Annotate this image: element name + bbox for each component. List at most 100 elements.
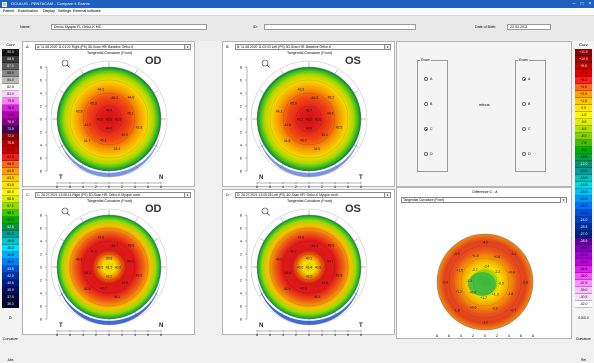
- exam-radio-d[interactable]: [424, 152, 428, 156]
- patient-id-field[interactable]: [264, 24, 416, 30]
- exam-radio-c[interactable]: [522, 127, 526, 131]
- x-axis-tick: 0: [484, 333, 487, 338]
- zoom-icon[interactable]: [61, 207, 70, 216]
- zoom-icon[interactable]: [61, 59, 70, 68]
- left-scale-value: 58.5: [2, 196, 19, 203]
- right-scale-value: 0.0: [575, 105, 592, 112]
- right-scale-value: -25.5: [575, 224, 592, 231]
- map-value: 44.6: [327, 112, 334, 116]
- right-scale-value: -27.0: [575, 231, 592, 238]
- absolute-color-scale[interactable]: Curv 90.0 88.5 87.0 85.5 84.0 82.5 81.0 79.5 78.0…: [0, 41, 21, 362]
- exam-radio-c[interactable]: [424, 127, 428, 131]
- left-scale-footer-2[interactable]: Abs: [7, 358, 14, 362]
- x-axis-tick: 2: [295, 332, 298, 336]
- y-axis-tick: 2: [240, 251, 243, 256]
- x-axis-tick: 6: [347, 184, 350, 188]
- exam-radio-label: A: [430, 77, 433, 81]
- left-scale-value: 70.5: [2, 140, 19, 147]
- right-scale-footer-2[interactable]: Rel: [580, 358, 587, 362]
- map-value: 45.3: [314, 295, 321, 299]
- y-axis-tick: 4: [240, 90, 243, 95]
- chevron-down-icon[interactable]: ▾: [384, 44, 390, 49]
- map-panel-d[interactable]: D: D: 26.07.2021 13:09:28 Left (PS) 3D-Sc…: [222, 189, 395, 336]
- dob-field[interactable]: 22.03.2011: [507, 24, 551, 30]
- difference-value: +1.3: [492, 293, 499, 297]
- y-axis-tick: 2: [240, 103, 243, 108]
- chevron-down-icon[interactable]: ▾: [560, 198, 566, 203]
- x-axis-tick: 0: [308, 184, 311, 188]
- chevron-down-icon[interactable]: ▾: [384, 192, 390, 197]
- x-axis-tick: 6: [448, 333, 451, 338]
- orientation-right-label: N: [159, 323, 163, 329]
- minus-label: minus: [479, 102, 490, 107]
- patient-name-field[interactable]: Demo Myopie FL Ortho-K MC: [51, 24, 207, 30]
- difference-value: -1.8: [454, 309, 460, 313]
- map-value: 44.6: [284, 139, 291, 143]
- x-axis-tick: 8: [256, 332, 259, 336]
- map-panel-c[interactable]: C: C: 26.07.2021 13:08:14 Right (PS) 3D-S…: [22, 189, 195, 336]
- exam-select-value: C: 26.07.2021 13:08:14 Right (PS) 3D-Sca…: [37, 192, 143, 197]
- left-scale-value: 37.5: [2, 294, 19, 301]
- x-axis-tick: 4: [282, 332, 285, 336]
- menu-display[interactable]: Display: [43, 9, 55, 13]
- exam-radio-a[interactable]: [424, 77, 428, 81]
- y-axis-tick: 8: [40, 212, 43, 217]
- x-axis-tick: 8: [160, 184, 163, 188]
- exam-select[interactable]: A: 11.08.2020 11:01:22 Right (PS) 3D-Sca…: [35, 43, 191, 50]
- map-value: 44.6: [298, 235, 305, 239]
- map-value: 44.6: [321, 281, 328, 285]
- left-scale-value: 57.0: [2, 203, 19, 210]
- panel-label: C:: [26, 193, 30, 197]
- map-title: Tangential Curvature (Front): [287, 51, 332, 55]
- zoom-icon[interactable]: [261, 207, 270, 216]
- difference-panel[interactable]: Difference C - A Tangential Curvature (F…: [396, 187, 572, 339]
- map-value: 43.5: [121, 133, 128, 137]
- map-panel-b[interactable]: B: B: 11.08.2020 11:02:03 Left (PS) 3D-Sc…: [222, 41, 395, 188]
- eye-label: OD: [145, 55, 162, 67]
- menu-settings[interactable]: Settings: [58, 9, 71, 13]
- left-scale-value: 63.0: [2, 175, 19, 182]
- left-scale-value: 45.0: [2, 259, 19, 266]
- x-axis-tick: 4: [82, 184, 85, 188]
- exam-radio-label: C: [528, 127, 531, 131]
- left-scale-footer-1[interactable]: Curvature: [3, 337, 18, 341]
- map-value: 43.7: [306, 108, 313, 112]
- x-axis-tick: 8: [56, 184, 59, 188]
- map-value: 44.1: [276, 109, 283, 113]
- chevron-down-icon[interactable]: ▾: [184, 44, 190, 49]
- menu-patient[interactable]: Patient: [3, 9, 15, 13]
- map-value: 43.3: [106, 117, 113, 121]
- x-axis-tick: 2: [472, 333, 475, 338]
- exam-select[interactable]: C: 26.07.2021 13:08:14 Right (PS) 3D-Sca…: [35, 191, 191, 198]
- right-scale-value: -42.0: [575, 301, 592, 308]
- exam-radio-a[interactable]: [522, 77, 526, 81]
- right-scale-footer-1[interactable]: Curvature: [576, 337, 591, 341]
- exam-radio-b[interactable]: [424, 102, 428, 106]
- difference-map-select-value: Tangential Curvature (Front): [403, 198, 445, 202]
- relative-color-scale[interactable]: Curv +11.9 +10.5 +9.0 +7.5 +6.0 +4.5 +3.0 +1.5 0.…: [573, 41, 594, 362]
- x-axis-tick: 8: [532, 333, 535, 338]
- left-scale-value: 48.0: [2, 245, 19, 252]
- map-panel-a[interactable]: A: A: 11.08.2020 11:01:22 Right (PS) 3D-S…: [22, 41, 195, 188]
- menu-examination[interactable]: Examination: [18, 9, 38, 13]
- difference-value: +1.5: [456, 268, 463, 272]
- exam-radio-d[interactable]: [522, 152, 526, 156]
- menu-external-software[interactable]: External software: [73, 9, 101, 13]
- x-axis-tick: 2: [121, 332, 124, 336]
- map-value: 45.8: [328, 243, 335, 247]
- difference-value: +0.9: [469, 291, 476, 295]
- exam-radio-b[interactable]: [522, 102, 526, 106]
- chevron-down-icon[interactable]: ▾: [184, 192, 190, 197]
- left-scale-value: 43.5: [2, 266, 19, 273]
- close-icon[interactable]: ×: [588, 1, 592, 7]
- map-value: 46.0: [276, 257, 283, 261]
- difference-map-select[interactable]: Tangential Curvature (Front) ▾: [401, 197, 567, 203]
- minimize-icon[interactable]: –: [572, 1, 576, 7]
- zoom-icon[interactable]: [261, 59, 270, 68]
- exam-select[interactable]: B: 11.08.2020 11:02:03 Left (PS) 3D-Scan…: [235, 43, 391, 50]
- y-axis-tick: 0: [40, 264, 43, 269]
- exam-select[interactable]: D: 26.07.2021 13:09:28 Left (PS) 3D-Scan…: [235, 191, 391, 198]
- y-axis-tick: 0: [240, 264, 243, 269]
- right-scale-value: -21.0: [575, 203, 592, 210]
- maximize-icon[interactable]: □: [580, 1, 584, 7]
